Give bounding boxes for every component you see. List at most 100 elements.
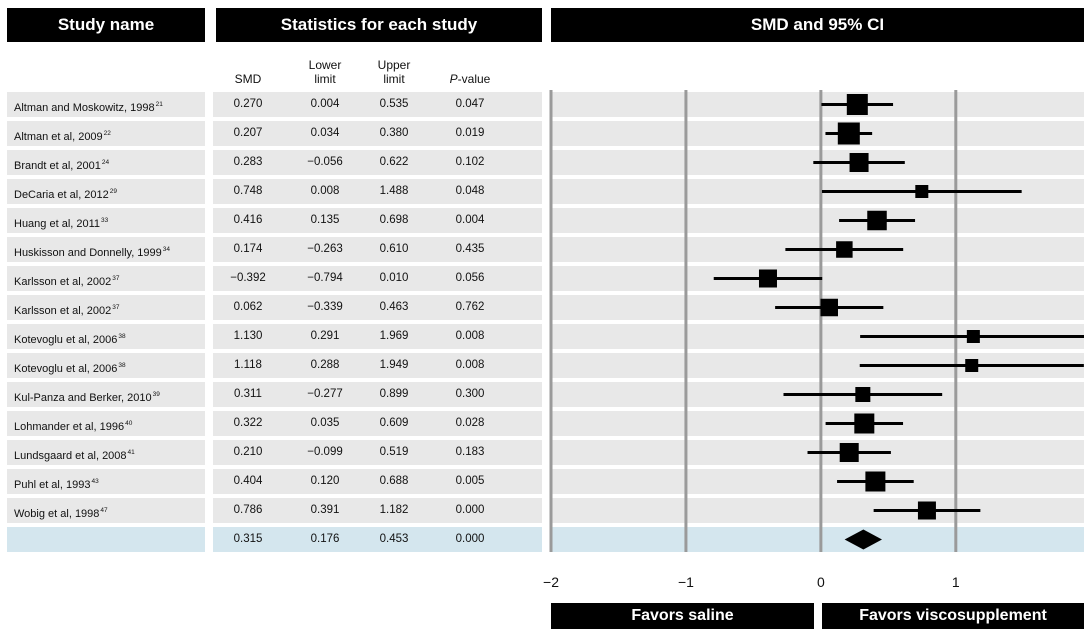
cell-lower: −0.339: [307, 301, 343, 313]
cell-lower: 0.288: [310, 359, 340, 371]
cell-p: 0.047: [455, 98, 485, 110]
cell-upper: 1.949: [379, 359, 409, 371]
cell-p: 0.000: [455, 504, 485, 516]
study-name: Altman and Moskowitz, 199821: [14, 101, 163, 114]
cell-lower: 0.035: [310, 417, 340, 429]
cell-lower: −0.263: [307, 243, 343, 255]
axis-tick-label: 0: [817, 574, 825, 590]
cell-p: 0.056: [455, 272, 485, 284]
effect-square: [965, 359, 979, 372]
cell-smd: 0.283: [233, 156, 263, 168]
cell-p: 0.005: [455, 475, 485, 487]
cell-upper: 0.688: [379, 475, 409, 487]
plot-row-band: [551, 121, 1084, 146]
stats-row-band: [213, 353, 542, 378]
effect-square: [966, 330, 980, 343]
study-row-band: [7, 382, 205, 407]
effect-square: [867, 210, 887, 231]
stats-row-band: [213, 208, 542, 233]
cell-lower: 0.004: [310, 98, 340, 110]
cell-p: 0.300: [455, 388, 485, 400]
study-row-band: [7, 92, 205, 117]
cell-smd: 0.315: [233, 533, 263, 545]
study-row-band: [7, 121, 205, 146]
effect-square: [855, 387, 871, 402]
cell-upper: 0.698: [379, 214, 409, 226]
cell-upper: 1.488: [379, 185, 409, 197]
cell-upper: 0.899: [379, 388, 409, 400]
effect-square: [839, 443, 859, 462]
cell-lower: −0.794: [307, 272, 343, 284]
cell-upper: 0.453: [379, 533, 409, 545]
cell-smd: 0.062: [233, 301, 263, 313]
stats-row-band: [213, 382, 542, 407]
cell-upper: 0.609: [379, 417, 409, 429]
cell-p: 0.008: [455, 359, 485, 371]
summary-row-band: [7, 527, 205, 552]
study-row-band: [7, 469, 205, 494]
cell-p: 0.102: [455, 156, 485, 168]
study-row-band: [7, 353, 205, 378]
effect-square: [865, 471, 886, 492]
stats-row-band: [213, 237, 542, 262]
cell-upper: 0.010: [379, 272, 409, 284]
study-row-band: [7, 150, 205, 175]
cell-smd: 0.210: [233, 446, 263, 458]
col-upper-header: Upper limit: [377, 58, 411, 86]
cell-smd: 0.174: [233, 243, 263, 255]
cell-smd: 0.207: [233, 127, 263, 139]
study-name: Kotevoglu et al, 200638: [14, 333, 126, 346]
cell-smd: 0.748: [233, 185, 263, 197]
cell-smd: 0.786: [233, 504, 263, 516]
study-row-band: [7, 208, 205, 233]
plot-row-band: [551, 208, 1084, 233]
study-name: Karlsson et al, 200237: [14, 304, 120, 317]
effect-square: [836, 241, 853, 258]
cell-upper: 0.610: [379, 243, 409, 255]
study-name: Puhl et al, 199343: [14, 478, 99, 491]
cell-smd: 1.130: [233, 330, 263, 342]
effect-square: [849, 153, 869, 172]
study-row-band: [7, 498, 205, 523]
effect-square: [820, 298, 838, 317]
stats-row-band: [213, 150, 542, 175]
plot-header: SMD and 95% CI: [551, 8, 1084, 42]
study-row-band: [7, 440, 205, 465]
study-name: Huskisson and Donnelly, 199934: [14, 246, 171, 259]
cell-lower: 0.291: [310, 330, 340, 342]
axis-tick-label: −2: [543, 574, 559, 590]
study-name: Wobig et al, 199847: [14, 507, 108, 520]
study-name: DeCaria et al, 201229: [14, 188, 118, 201]
stats-row-band: [213, 411, 542, 436]
cell-smd: 0.322: [233, 417, 263, 429]
cell-p: 0.008: [455, 330, 485, 342]
cell-p: 0.028: [455, 417, 485, 429]
stats-row-band: [213, 295, 542, 320]
cell-lower: 0.120: [310, 475, 340, 487]
cell-smd: 0.311: [234, 388, 262, 400]
cell-upper: 0.622: [379, 156, 409, 168]
summary-stats-band: [213, 527, 542, 552]
stats-row-band: [213, 266, 542, 291]
study-row-band: [7, 266, 205, 291]
effect-square: [854, 413, 875, 434]
col-lower-header: Lower limit: [308, 58, 342, 86]
cell-lower: −0.277: [307, 388, 343, 400]
stats-row-band: [213, 498, 542, 523]
axis-tick-label: −1: [678, 574, 694, 590]
study-name: Lohmander et al, 199640: [14, 420, 133, 433]
cell-p: 0.183: [455, 446, 485, 458]
plot-row-band: [551, 498, 1084, 523]
plot-row-band: [551, 469, 1084, 494]
cell-smd: 0.404: [233, 475, 263, 487]
effect-square: [758, 269, 777, 288]
stats-row-band: [213, 179, 542, 204]
cell-lower: 0.008: [310, 185, 340, 197]
stats-row-band: [213, 92, 542, 117]
cell-smd: 1.118: [234, 359, 262, 371]
cell-p: 0.019: [455, 127, 485, 139]
study-row-band: [7, 324, 205, 349]
plot-row-band: [551, 92, 1084, 117]
stats-row-band: [213, 469, 542, 494]
effect-square: [837, 122, 860, 145]
